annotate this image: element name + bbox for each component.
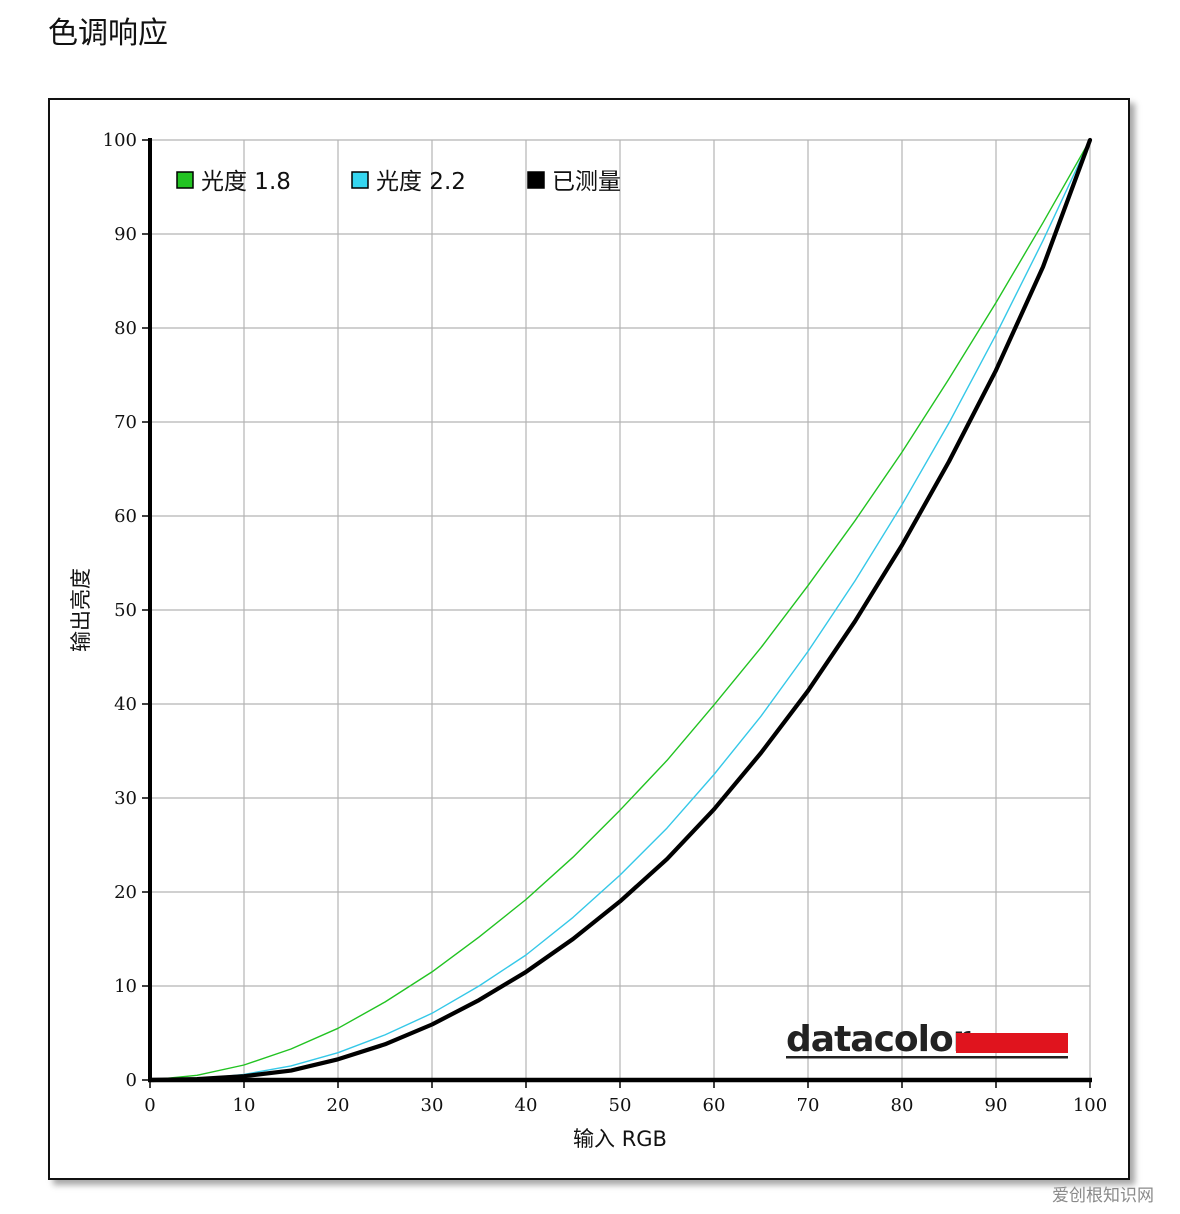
y-tick-label: 40	[114, 694, 137, 715]
datacolor-logo-text: datacolor	[786, 1019, 971, 1060]
y-tick-label: 10	[114, 976, 137, 997]
x-tick-label: 100	[1073, 1095, 1107, 1116]
legend-swatch-3	[527, 171, 545, 189]
y-tick-label: 80	[114, 318, 137, 339]
y-tick-label: 0	[126, 1070, 137, 1091]
series-lines	[147, 137, 1093, 1083]
series-line-3	[147, 137, 1093, 1083]
x-tick-label: 30	[421, 1095, 444, 1116]
legend-label-2: 光度 2.2	[376, 169, 466, 195]
legend-swatch-2	[351, 171, 369, 189]
datacolor-logo: datacolor	[786, 1019, 1068, 1060]
page-title: 色调响应	[48, 16, 168, 51]
datacolor-logo-bar	[956, 1033, 1068, 1053]
y-tick-label: 90	[114, 224, 137, 245]
x-tick-label: 90	[985, 1095, 1008, 1116]
x-tick-label: 70	[797, 1095, 820, 1116]
y-tick-label: 20	[114, 882, 137, 903]
watermark: 爱创根知识网	[1052, 1186, 1154, 1206]
y-tick-label: 100	[103, 130, 137, 151]
y-tick-label: 60	[114, 506, 137, 527]
y-tick-label: 30	[114, 788, 137, 809]
datacolor-logo-underline	[786, 1056, 1068, 1059]
legend-label-1: 光度 1.8	[201, 169, 291, 195]
legend-swatch-1	[176, 171, 194, 189]
x-tick-label: 40	[515, 1095, 538, 1116]
x-tick-label: 80	[891, 1095, 914, 1116]
x-axis-title: 输入 RGB	[573, 1127, 667, 1151]
tick-labels: 0 10 20 30 40 50 60 70 80 90 100 0 10 20 30 40 50 60 70 80 9…	[103, 130, 1108, 1116]
series-line-1	[149, 139, 1091, 1081]
grid-lines	[150, 139, 1091, 1080]
x-tick-label: 50	[609, 1095, 632, 1116]
legend-label-3: 已测量	[552, 169, 621, 195]
x-tick-label: 20	[327, 1095, 350, 1116]
y-axis-title: 输出亮度	[69, 568, 93, 652]
x-tick-label: 60	[703, 1095, 726, 1116]
x-tick-label: 10	[233, 1095, 256, 1116]
legend: 光度 1.8 光度 2.2 已测量	[176, 169, 621, 195]
x-tick-label: 0	[144, 1095, 155, 1116]
series-line-2	[149, 139, 1091, 1081]
chart-frame: 0 10 20 30 40 50 60 70 80 90 100 0 10 20 30 40 50 60 70 80 9…	[48, 98, 1130, 1180]
y-tick-label: 50	[114, 600, 137, 621]
tone-response-chart: 0 10 20 30 40 50 60 70 80 90 100 0 10 20 30 40 50 60 70 80 9…	[69, 130, 1108, 1151]
y-tick-label: 70	[114, 412, 137, 433]
